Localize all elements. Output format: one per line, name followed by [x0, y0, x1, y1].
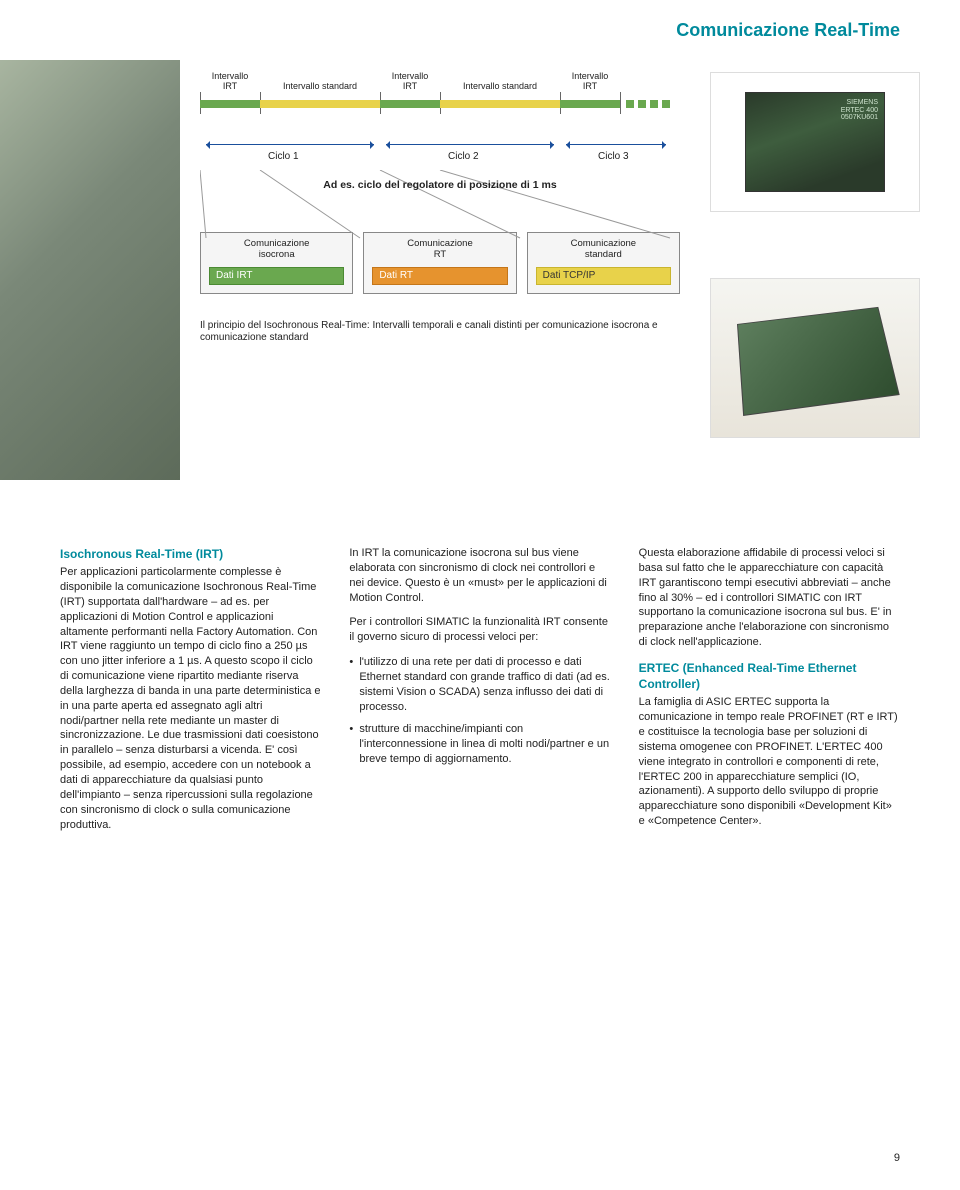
chip-photo: SIEMENSERTEC 4000507KU601 [710, 72, 920, 212]
page-title: Comunicazione Real-Time [676, 18, 900, 42]
column-middle: In IRT la comunicazione isocrona sul bus… [349, 546, 610, 842]
trapezoid: Ad es. ciclo del regolatore di posizione… [200, 170, 680, 240]
seg-label: IRT [560, 82, 620, 92]
dotted-tail [626, 100, 634, 108]
bullet-list: l'utilizzo di una rete per dati di proce… [349, 655, 610, 767]
box-title: Comunicazioneisocrona [209, 239, 344, 261]
regulator-caption: Ad es. ciclo del regolatore di posizione… [200, 178, 680, 192]
irt-bar [200, 100, 260, 108]
data-bar-rt: Dati RT [372, 267, 507, 285]
chip-text: SIEMENSERTEC 4000507KU601 [841, 99, 878, 122]
column-right: Questa elaborazione affidabile di proces… [639, 546, 900, 842]
principle-caption: Il principio del Isochronous Real-Time: … [200, 320, 660, 345]
board-photo [710, 278, 920, 438]
cycle-label: Ciclo 2 [448, 150, 479, 164]
cycle-arrow [386, 144, 554, 145]
list-item: strutture di macchine/impianti con l'int… [349, 722, 610, 767]
text-columns: Isochronous Real-Time (IRT) Per applicaz… [60, 546, 900, 842]
box-rt: ComunicazioneRT Dati RT [363, 232, 516, 294]
paragraph: In IRT la comunicazione isocrona sul bus… [349, 546, 610, 605]
seg-label: IRT [380, 82, 440, 92]
seg-label: IRT [200, 82, 260, 92]
list-item: l'utilizzo di una rete per dati di proce… [349, 655, 610, 714]
std-bar [260, 100, 380, 108]
seg-label: Intervallo standard [260, 82, 380, 92]
ertec-heading: ERTEC (Enhanced Real-Time Ethernet Contr… [639, 660, 900, 692]
data-bar-irt: Dati IRT [209, 267, 344, 285]
page-number: 9 [894, 1151, 900, 1166]
timing-diagram: Intervallo IRT Intervallo standard Inter… [200, 72, 680, 345]
dotted-tail [662, 100, 670, 108]
paragraph: Questa elaborazione affidabile di proces… [639, 546, 900, 650]
cycle-label: Ciclo 3 [598, 150, 629, 164]
dotted-tail [650, 100, 658, 108]
timeline: Intervallo IRT Intervallo standard Inter… [200, 72, 680, 132]
std-bar [440, 100, 560, 108]
paragraph: Per i controllori SIMATIC la funzionalit… [349, 615, 610, 645]
paragraph: La famiglia di ASIC ERTEC supporta la co… [639, 695, 900, 829]
irt-bar [560, 100, 620, 108]
box-title: ComunicazioneRT [372, 239, 507, 261]
box-title: Comunicazionestandard [536, 239, 671, 261]
irt-bar [380, 100, 440, 108]
dotted-tail [638, 100, 646, 108]
paragraph: Per applicazioni particolarmente comples… [60, 565, 321, 832]
seg-label: Intervallo standard [440, 82, 560, 92]
boxes-row: Comunicazioneisocrona Dati IRT Comunicaz… [200, 232, 680, 294]
box-standard: Comunicazionestandard Dati TCP/IP [527, 232, 680, 294]
cycle-arrow [206, 144, 374, 145]
data-bar-tcpip: Dati TCP/IP [536, 267, 671, 285]
cycle-arrow [566, 144, 666, 145]
column-left: Isochronous Real-Time (IRT) Per applicaz… [60, 546, 321, 842]
left-photo [0, 60, 180, 480]
box-isochronous: Comunicazioneisocrona Dati IRT [200, 232, 353, 294]
irt-heading: Isochronous Real-Time (IRT) [60, 546, 321, 562]
cycle-label: Ciclo 1 [268, 150, 299, 164]
cycle-row: Ciclo 1 Ciclo 2 Ciclo 3 [200, 136, 680, 164]
